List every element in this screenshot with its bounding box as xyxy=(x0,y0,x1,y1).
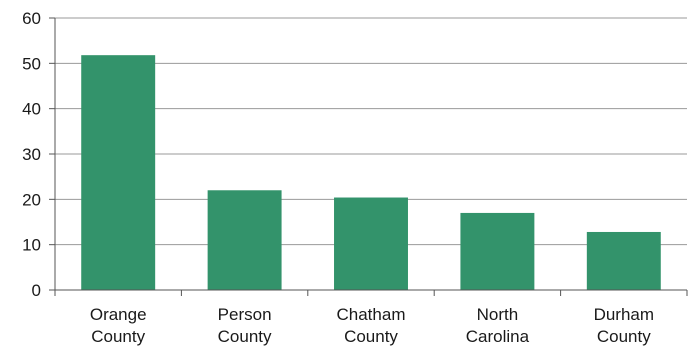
x-tick-label-line: Chatham xyxy=(337,305,406,324)
x-tick-label: Durham County xyxy=(594,305,654,346)
x-tick-label-line: Carolina xyxy=(466,327,530,346)
y-tick-label: 40 xyxy=(22,100,41,119)
y-tick-label: 0 xyxy=(32,281,41,300)
x-tick-label-line: County xyxy=(344,327,398,346)
bar xyxy=(586,231,661,290)
x-tick-label-line: Person xyxy=(218,305,272,324)
x-tick-label: Orange County xyxy=(90,305,147,346)
bar xyxy=(460,212,535,290)
y-tick-labels: 0 10 20 30 40 50 60 xyxy=(22,9,41,300)
x-tick-label: Chatham County xyxy=(337,305,406,346)
y-tick-label: 50 xyxy=(22,54,41,73)
x-tick-labels: Orange County Person County Chatham County Nor… xyxy=(90,305,654,346)
bars xyxy=(81,55,661,290)
x-tick-label: Person County xyxy=(218,305,272,346)
x-tick-label: North Carolina xyxy=(466,305,530,346)
gridlines xyxy=(55,17,687,246)
x-tick-label-line: County xyxy=(597,327,651,346)
x-tick-label-line: North xyxy=(477,305,519,324)
x-tick-label-line: Durham xyxy=(594,305,654,324)
y-tick-label: 30 xyxy=(22,145,41,164)
x-tick-label-line: Orange xyxy=(90,305,147,324)
bar xyxy=(207,190,282,290)
bar xyxy=(334,197,408,290)
x-tick-label-line: County xyxy=(218,327,272,346)
bar xyxy=(81,55,156,290)
axes xyxy=(49,17,688,296)
y-tick-label: 60 xyxy=(22,9,41,28)
x-tick-label-line: County xyxy=(91,327,145,346)
y-tick-label: 10 xyxy=(22,236,41,255)
y-tick-label: 20 xyxy=(22,190,41,209)
